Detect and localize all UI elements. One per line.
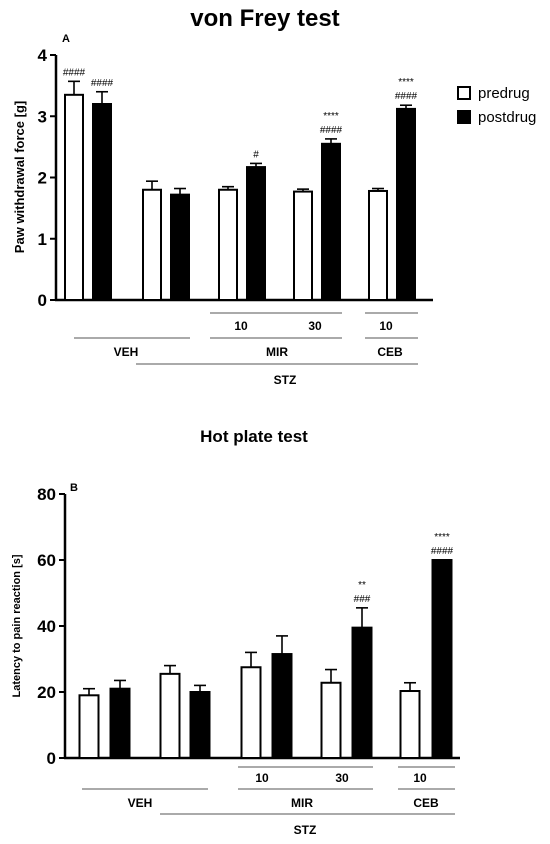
chart-b-bar-predrug-veh-2: [159, 672, 181, 759]
chart-a-panel-label: A: [62, 33, 70, 45]
chart-a-y-ticks: 0 1 2 3 4: [38, 46, 56, 310]
chart-a-dose-ceb-10: 10: [379, 319, 393, 333]
chart-b-group-veh: VEH: [128, 796, 153, 810]
legend-label-predrug: predrug: [478, 85, 530, 102]
chart-b-bar-postdrug-ceb-10: [431, 559, 453, 759]
chart-b: Hot plate test B Latency to pain reactio…: [11, 427, 460, 837]
chart-b-y-tick-label: 60: [37, 551, 56, 570]
chart-b-bar-postdrug-veh-1: [109, 687, 131, 760]
chart-a-y-tick-label: 1: [38, 230, 47, 249]
legend-swatch-predrug: [457, 86, 471, 100]
chart-a-outer-stz: STZ: [274, 373, 297, 387]
chart-a-y-tick-label: 2: [38, 169, 47, 188]
chart-b-annotations: ### ** #### ****: [354, 532, 454, 605]
chart-a-bar-postdrug-ceb-10: [396, 107, 416, 302]
chart-a-bar-predrug-mir-10: [218, 188, 238, 301]
legend-label-postdrug: postdrug: [478, 109, 536, 126]
chart-a-group-mir: MIR: [266, 345, 288, 359]
chart-b-ylabel: Latency to pain reaction [s]: [11, 554, 23, 697]
chart-a-dose-mir-10: 10: [234, 319, 248, 333]
chart-b-bars: [78, 559, 453, 760]
chart-a-bar-predrug-veh-2: [142, 188, 162, 301]
chart-a-ylabel: Paw withdrawal force [g]: [12, 101, 27, 253]
chart-b-panel-label: B: [70, 482, 78, 494]
chart-a-bar-postdrug-mir-10: [246, 166, 266, 301]
chart-a-title: von Frey test: [190, 5, 339, 32]
chart-b-group-ceb: CEB: [413, 796, 439, 810]
chart-a-group-brackets: 10 30 10 VEH MIR CEB STZ: [74, 312, 418, 387]
chart-a-bar-predrug-ceb-10: [368, 189, 388, 302]
chart-b-significance-label: ###: [354, 594, 371, 605]
chart-b-title: Hot plate test: [200, 427, 308, 446]
chart-a-significance-label: ####: [395, 91, 418, 102]
chart-b-significance-label: ****: [434, 532, 450, 543]
chart-a: von Frey test A Paw withdrawal force [g]…: [12, 5, 536, 387]
legend: predrug postdrug: [457, 85, 536, 126]
chart-b-bar-predrug-veh-1: [78, 694, 100, 759]
chart-a-group-ceb: CEB: [377, 345, 403, 359]
chart-b-y-ticks: 0 20 40 60 80: [37, 485, 65, 768]
chart-a-dose-mir-30: 30: [308, 319, 322, 333]
chart-b-group-brackets: 10 30 10 VEH MIR CEB STZ: [82, 766, 455, 837]
chart-a-y-tick-label: 3: [38, 107, 47, 126]
legend-swatch-postdrug: [457, 110, 471, 124]
chart-a-y-tick-label: 4: [38, 46, 48, 65]
chart-a-significance-label: ****: [323, 111, 339, 122]
chart-b-bar-predrug-mir-30: [320, 681, 342, 760]
chart-a-bars: [64, 80, 416, 302]
chart-a-significance-label: ####: [320, 125, 343, 136]
chart-b-group-mir: MIR: [291, 796, 313, 810]
chart-a-bar-predrug-mir-30: [293, 190, 313, 301]
chart-a-significance-label: ####: [91, 78, 114, 89]
chart-b-significance-label: ####: [431, 546, 454, 557]
chart-a-bar-postdrug-veh-2: [170, 193, 190, 301]
chart-b-dose-mir-30: 30: [335, 771, 349, 785]
chart-b-y-tick-label: 80: [37, 485, 56, 504]
chart-b-bar-predrug-ceb-10: [399, 690, 421, 760]
chart-b-significance-label: **: [358, 580, 366, 591]
chart-b-outer-stz: STZ: [294, 823, 317, 837]
chart-a-bar-postdrug-mir-30: [321, 142, 341, 301]
chart-a-y-tick-label: 0: [38, 291, 47, 310]
chart-a-group-veh: VEH: [114, 345, 139, 359]
chart-a-annotations: #############****####****: [63, 67, 418, 160]
chart-a-significance-label: ####: [63, 67, 86, 78]
chart-b-dose-mir-10: 10: [255, 771, 269, 785]
chart-b-bar-postdrug-mir-10: [271, 653, 293, 759]
chart-b-y-tick-label: 0: [47, 749, 56, 768]
chart-b-y-tick-label: 20: [37, 683, 56, 702]
chart-b-bar-predrug-mir-10: [240, 666, 262, 759]
chart-a-bar-postdrug-veh-1: [92, 103, 112, 301]
chart-a-significance-label: ****: [398, 77, 414, 88]
chart-b-y-tick-label: 40: [37, 617, 56, 636]
chart-a-bar-predrug-veh-1: [64, 93, 84, 301]
chart-b-bar-postdrug-mir-30: [351, 626, 373, 760]
chart-b-bar-postdrug-veh-2: [189, 691, 211, 759]
chart-a-significance-label: #: [253, 149, 259, 160]
chart-b-dose-ceb-10: 10: [413, 771, 427, 785]
